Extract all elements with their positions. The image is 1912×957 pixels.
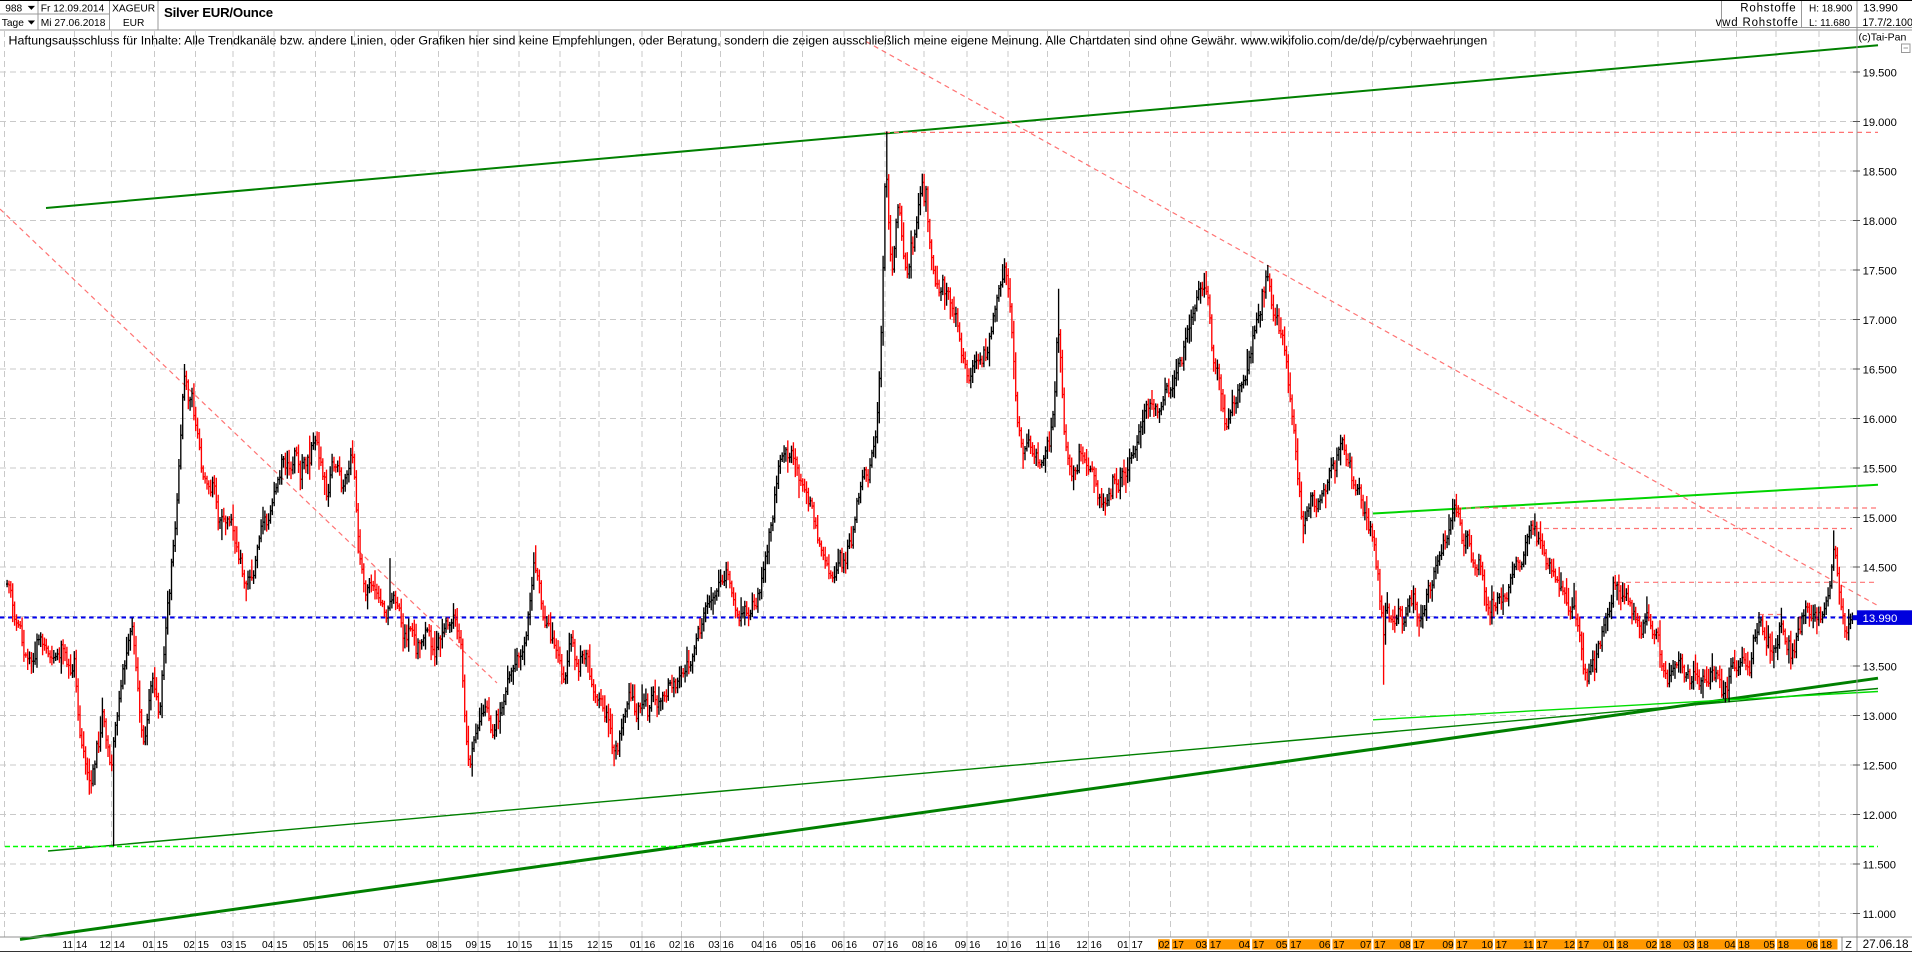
svg-text:01 15: 01 15	[142, 940, 168, 951]
svg-text:13.000: 13.000	[1863, 711, 1897, 723]
svg-text:09 15: 09 15	[466, 940, 492, 951]
svg-text:XAGEUR: XAGEUR	[112, 3, 155, 14]
svg-text:02 18: 02 18	[1646, 940, 1672, 951]
svg-text:06 17: 06 17	[1319, 940, 1345, 951]
svg-text:13.500: 13.500	[1863, 661, 1897, 673]
svg-text:07 15: 07 15	[383, 940, 409, 951]
svg-text:15.500: 15.500	[1863, 463, 1897, 475]
svg-text:01 17: 01 17	[1117, 940, 1143, 951]
svg-text:12 15: 12 15	[587, 940, 613, 951]
svg-text:02 15: 02 15	[183, 940, 209, 951]
svg-text:16.000: 16.000	[1863, 414, 1897, 426]
svg-text:04 15: 04 15	[262, 940, 288, 951]
svg-text:07 17: 07 17	[1360, 940, 1386, 951]
svg-text:06 15: 06 15	[342, 940, 368, 951]
svg-text:11.500: 11.500	[1863, 859, 1896, 871]
svg-text:12.000: 12.000	[1863, 810, 1897, 822]
svg-text:Fr 12.09.2014: Fr 12.09.2014	[41, 3, 105, 14]
svg-text:03 17: 03 17	[1196, 940, 1222, 951]
svg-text:08 16: 08 16	[912, 940, 938, 951]
svg-text:12 17: 12 17	[1564, 940, 1590, 951]
svg-text:L: 11.680: L: 11.680	[1809, 18, 1850, 29]
svg-text:02 17: 02 17	[1158, 940, 1184, 951]
svg-text:05 17: 05 17	[1276, 940, 1302, 951]
svg-text:17.7/2.100: 17.7/2.100	[1862, 17, 1912, 29]
svg-text:Mi 27.06.2018: Mi 27.06.2018	[41, 18, 106, 29]
svg-text:12 16: 12 16	[1076, 940, 1102, 951]
svg-text:09 17: 09 17	[1442, 940, 1468, 951]
svg-text:18.000: 18.000	[1863, 216, 1897, 228]
svg-text:03 16: 03 16	[708, 940, 734, 951]
svg-text:988: 988	[5, 3, 22, 14]
svg-text:07 16: 07 16	[873, 940, 899, 951]
svg-text:18.500: 18.500	[1863, 166, 1897, 178]
svg-text:17.000: 17.000	[1863, 315, 1897, 327]
svg-text:10 15: 10 15	[507, 940, 533, 951]
svg-text:13.990: 13.990	[1863, 613, 1898, 625]
svg-text:11 17: 11 17	[1523, 940, 1548, 951]
svg-text:Haftungsausschluss für Inhalte: Haftungsausschluss für Inhalte: Alle Tre…	[9, 34, 1488, 48]
svg-text:14.500: 14.500	[1863, 562, 1897, 574]
svg-text:03 15: 03 15	[221, 940, 247, 951]
svg-text:06 16: 06 16	[832, 940, 858, 951]
svg-text:04 18: 04 18	[1724, 940, 1750, 951]
svg-text:Z: Z	[1845, 939, 1852, 951]
svg-text:11.000: 11.000	[1863, 909, 1896, 921]
svg-text:04 16: 04 16	[751, 940, 777, 951]
svg-text:08 17: 08 17	[1399, 940, 1425, 951]
svg-text:11 14: 11 14	[62, 940, 87, 951]
svg-text:EUR: EUR	[123, 18, 145, 29]
svg-text:11 15: 11 15	[548, 940, 573, 951]
svg-text:27.06.18: 27.06.18	[1863, 937, 1909, 951]
svg-text:12.500: 12.500	[1863, 760, 1897, 772]
svg-text:10 16: 10 16	[996, 940, 1022, 951]
svg-text:10 17: 10 17	[1482, 940, 1508, 951]
svg-text:09 16: 09 16	[955, 940, 981, 951]
svg-text:04 17: 04 17	[1239, 940, 1265, 951]
svg-text:16.500: 16.500	[1863, 364, 1897, 376]
svg-text:(c)Tai-Pan: (c)Tai-Pan	[1859, 32, 1907, 44]
svg-text:08 15: 08 15	[426, 940, 452, 951]
svg-text:01 18: 01 18	[1603, 940, 1629, 951]
svg-text:01 16: 01 16	[630, 940, 656, 951]
svg-text:11 16: 11 16	[1036, 940, 1061, 951]
svg-text:05 16: 05 16	[790, 940, 816, 951]
svg-text:05 18: 05 18	[1764, 940, 1790, 951]
svg-text:06 18: 06 18	[1807, 940, 1833, 951]
svg-text:13.990: 13.990	[1863, 3, 1898, 15]
svg-text:05 15: 05 15	[303, 940, 329, 951]
svg-text:17.500: 17.500	[1863, 265, 1897, 277]
svg-text:Silver EUR/Ounce: Silver EUR/Ounce	[164, 5, 273, 20]
svg-text:12 14: 12 14	[99, 940, 125, 951]
svg-text:Rohstoffe: Rohstoffe	[1740, 3, 1796, 15]
svg-text:vwd Rohstoffe: vwd Rohstoffe	[1716, 17, 1799, 29]
svg-text:15.000: 15.000	[1863, 513, 1897, 525]
svg-text:03 18: 03 18	[1683, 940, 1709, 951]
svg-text:19.000: 19.000	[1863, 117, 1897, 129]
svg-text:H: 18.900: H: 18.900	[1809, 4, 1853, 15]
svg-text:19.500: 19.500	[1863, 67, 1897, 79]
svg-text:02 16: 02 16	[669, 940, 695, 951]
svg-text:Tage: Tage	[2, 18, 24, 29]
